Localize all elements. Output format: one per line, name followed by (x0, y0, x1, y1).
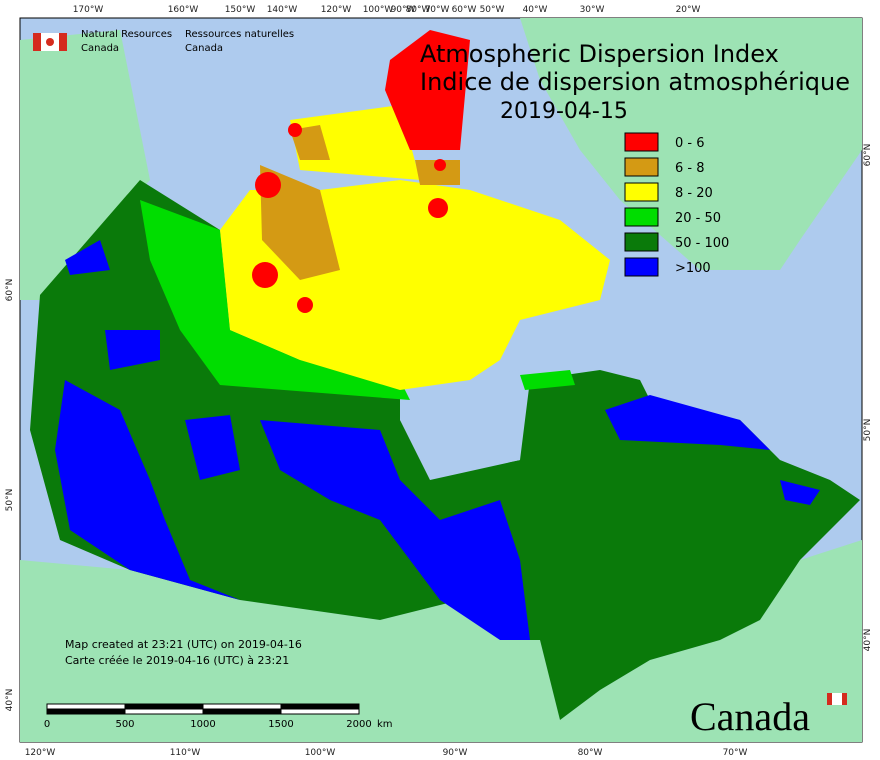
legend-label: 6 - 8 (675, 161, 705, 176)
longitude-label: 150°W (225, 5, 256, 15)
longitude-label: 60°W (452, 5, 477, 15)
longitude-label: 140°W (267, 5, 298, 15)
longitude-label: 30°W (580, 5, 605, 15)
credit-en: Map created at 23:21 (UTC) on 2019-04-16 (65, 638, 302, 651)
longitude-label: 80°W (406, 5, 431, 15)
scale-label: 1500 (268, 719, 293, 730)
scale-segment (280, 703, 360, 710)
scale-label: 2000 (346, 719, 371, 730)
legend-swatch (624, 257, 659, 277)
legend-label: 8 - 20 (675, 186, 713, 201)
longitude-label: 40°W (523, 5, 548, 15)
longitude-label: 160°W (168, 5, 199, 15)
latitude-label: 40°N (863, 629, 873, 652)
title-en: Atmospheric Dispersion Index (420, 40, 779, 68)
latitude-label: 50°N (863, 419, 873, 442)
scale-label: 1000 (190, 719, 215, 730)
longitude-label: 80°W (578, 748, 603, 758)
wordmark-flag-right (842, 693, 847, 705)
longitude-label: 70°W (425, 5, 450, 15)
legend-label: 0 - 6 (675, 136, 705, 151)
latitude-label: 50°N (5, 489, 15, 512)
agency-fr2: Canada (185, 43, 223, 54)
scale-unit: km (377, 719, 393, 730)
longitude-label: 20°W (676, 5, 701, 15)
credit-fr: Carte créée le 2019-04-16 (UTC) à 23:21 (65, 654, 289, 667)
legend-label: 20 - 50 (675, 211, 721, 226)
nrcan-logo (33, 33, 67, 51)
scale-segment (202, 703, 282, 710)
longitude-label: 100°W (305, 748, 336, 758)
latitude-label: 60°N (863, 144, 873, 167)
wordmark-flag-left (827, 693, 832, 705)
longitude-label: 120°W (25, 748, 56, 758)
scale-label: 500 (115, 719, 134, 730)
agency-en: Natural Resources (81, 29, 172, 40)
scale-segment (124, 708, 204, 715)
legend-swatch (624, 182, 659, 202)
latitude-label: 60°N (5, 279, 15, 302)
legend-swatch (624, 207, 659, 227)
legend-swatch (624, 132, 659, 152)
longitude-label: 120°W (321, 5, 352, 15)
foreign-land (20, 18, 862, 742)
longitude-label: 170°W (73, 5, 104, 15)
latitude-label: 40°N (5, 689, 15, 712)
graticule: 170°W 160°W 150°W 140°W 120°W 100°W90°W80°W70… (5, 5, 873, 758)
legend-swatch (624, 157, 659, 177)
longitude-label: 90°W (443, 748, 468, 758)
agency-fr: Ressources naturelles (185, 29, 294, 40)
wordmark: Canada (690, 694, 810, 739)
legend-label: >100 (675, 261, 711, 276)
canada (30, 30, 860, 720)
agency-en2: Canada (81, 43, 119, 54)
legend-label: 50 - 100 (675, 236, 729, 251)
legend: 0 - 6 6 - 8 8 - 20 20 - 50 50 - 100 >100 (624, 132, 729, 277)
scale-segment (202, 708, 282, 715)
scale-segment (46, 703, 126, 710)
scale-label: 0 (44, 719, 50, 730)
longitude-label: 110°W (170, 748, 201, 758)
scale-segment (124, 703, 204, 710)
longitude-label: 70°W (723, 748, 748, 758)
scale-bar: 0 500 1000 1500 2000 km (44, 703, 393, 730)
longitude-label: 100°W (363, 5, 394, 15)
date: 2019-04-15 (500, 99, 628, 124)
scale-segment (280, 708, 360, 715)
longitude-label: 50°W (480, 5, 505, 15)
legend-swatch (624, 232, 659, 252)
longitude-label: 90°W (391, 5, 416, 15)
scale-segment (46, 708, 126, 715)
title-fr: Indice de dispersion atmosphérique (420, 68, 850, 96)
